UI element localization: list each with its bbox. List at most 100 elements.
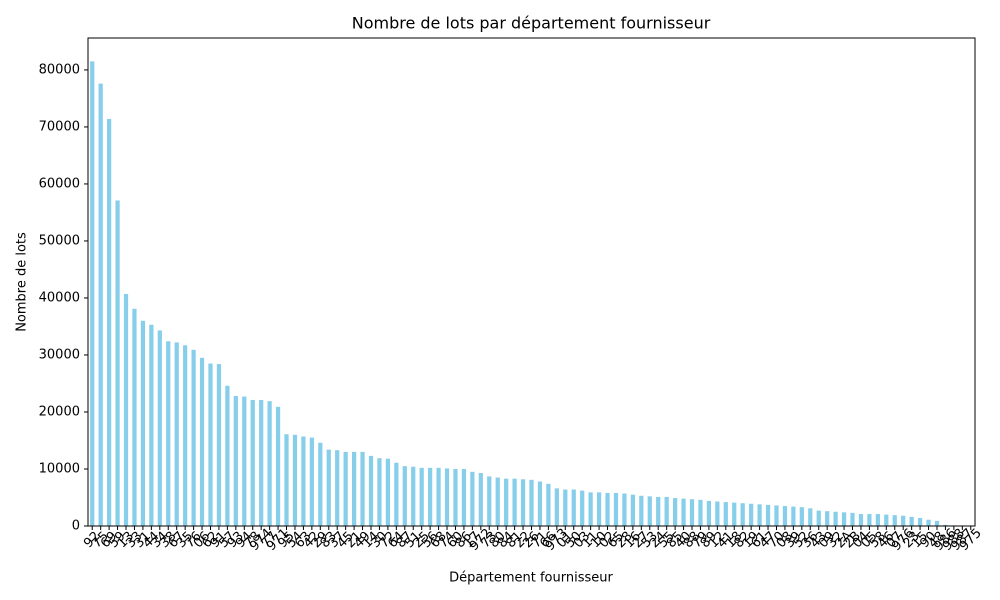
bar bbox=[782, 506, 788, 526]
bar bbox=[267, 401, 272, 526]
bar bbox=[301, 436, 306, 526]
y-tick-label: 60000 bbox=[39, 176, 80, 191]
y-tick-label: 40000 bbox=[39, 290, 80, 305]
bar bbox=[664, 496, 669, 526]
bar bbox=[199, 357, 205, 526]
bar bbox=[765, 504, 771, 526]
y-tick-label: 50000 bbox=[39, 233, 80, 248]
bar bbox=[520, 479, 526, 526]
bar bbox=[107, 118, 112, 526]
bar bbox=[90, 61, 95, 526]
bar bbox=[875, 514, 880, 526]
bar bbox=[394, 462, 399, 526]
bar bbox=[149, 324, 154, 526]
bar bbox=[140, 320, 146, 526]
bar bbox=[841, 512, 847, 526]
bar bbox=[360, 451, 365, 526]
bar bbox=[326, 449, 331, 526]
bar bbox=[816, 510, 821, 526]
bar bbox=[132, 308, 137, 526]
bar bbox=[656, 496, 661, 526]
bar bbox=[723, 502, 728, 526]
bar bbox=[309, 437, 314, 526]
bar bbox=[647, 496, 652, 526]
bar bbox=[343, 451, 348, 526]
bar bbox=[613, 492, 619, 526]
bar bbox=[681, 498, 686, 526]
bar bbox=[470, 471, 475, 526]
bar bbox=[157, 330, 162, 526]
bar bbox=[335, 450, 340, 526]
bar bbox=[174, 342, 179, 526]
bar bbox=[275, 406, 281, 526]
bar bbox=[934, 520, 940, 526]
bar bbox=[512, 478, 517, 526]
bar bbox=[554, 488, 559, 526]
bar bbox=[892, 515, 897, 526]
bar bbox=[926, 519, 931, 526]
bar bbox=[402, 466, 407, 526]
bar bbox=[850, 512, 855, 526]
bar bbox=[732, 502, 737, 526]
bar bbox=[385, 458, 391, 526]
bar bbox=[808, 508, 813, 526]
bar bbox=[605, 492, 610, 526]
bar bbox=[715, 501, 720, 526]
bar bbox=[98, 83, 103, 526]
bar bbox=[698, 499, 703, 526]
bar bbox=[428, 467, 433, 526]
bar bbox=[537, 481, 543, 526]
bar bbox=[588, 492, 593, 526]
bar bbox=[461, 468, 467, 526]
bar bbox=[791, 506, 796, 526]
y-tick-label: 20000 bbox=[39, 404, 80, 419]
bar bbox=[706, 500, 712, 526]
bar bbox=[351, 451, 357, 526]
bar bbox=[901, 515, 906, 526]
bar bbox=[183, 345, 188, 526]
y-axis-label: Nombre de lots bbox=[15, 232, 30, 332]
bar bbox=[740, 503, 745, 526]
bar bbox=[208, 363, 213, 526]
plot-frame bbox=[87, 37, 976, 527]
bar bbox=[546, 483, 551, 526]
bar bbox=[943, 524, 948, 526]
bar bbox=[368, 455, 374, 526]
bar bbox=[909, 516, 914, 526]
bar bbox=[799, 507, 804, 526]
bar bbox=[259, 400, 264, 526]
bar bbox=[242, 396, 247, 526]
bar bbox=[774, 505, 779, 526]
bar bbox=[757, 504, 762, 526]
bar bbox=[478, 472, 483, 526]
bar bbox=[411, 466, 416, 526]
bar bbox=[436, 467, 441, 526]
bar bbox=[377, 458, 382, 526]
bar bbox=[571, 489, 576, 526]
bar bbox=[672, 498, 678, 526]
bar bbox=[225, 385, 230, 526]
bar bbox=[563, 489, 568, 526]
bar bbox=[639, 495, 644, 526]
bar bbox=[216, 364, 222, 526]
x-axis-label: Département fournisseur bbox=[449, 571, 613, 586]
bar bbox=[630, 494, 635, 526]
bar bbox=[858, 514, 864, 526]
bar bbox=[191, 349, 196, 526]
bar bbox=[529, 479, 534, 526]
bar bbox=[580, 490, 585, 526]
bar bbox=[833, 511, 838, 526]
y-tick-label: 10000 bbox=[39, 461, 80, 476]
bar bbox=[444, 468, 450, 526]
bar bbox=[318, 442, 323, 526]
bar bbox=[596, 492, 602, 526]
bar bbox=[115, 200, 120, 527]
y-tick-label: 70000 bbox=[39, 119, 80, 134]
bar bbox=[917, 518, 923, 526]
bar bbox=[487, 476, 492, 526]
bar bbox=[250, 400, 255, 526]
chart-title: Nombre de lots par département fournisse… bbox=[352, 14, 711, 33]
bar bbox=[123, 293, 129, 526]
bar bbox=[495, 477, 500, 526]
